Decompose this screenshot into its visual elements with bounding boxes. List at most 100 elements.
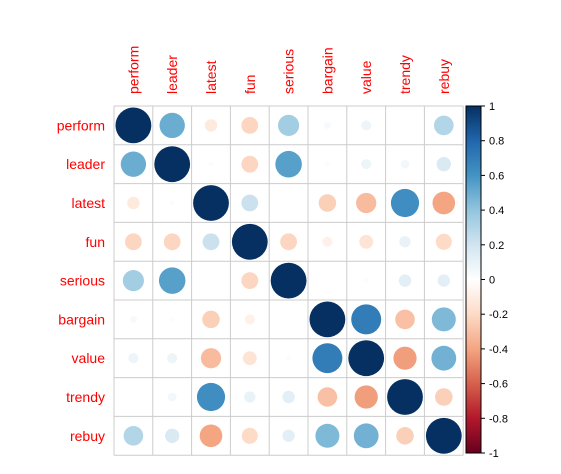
corr-circle-fun-serious xyxy=(280,233,297,251)
corr-circle-rebuy-serious xyxy=(282,429,295,442)
corr-circle-rebuy-fun xyxy=(241,427,258,444)
corr-circle-latest-rebuy xyxy=(432,191,456,215)
corr-circle-value-perform xyxy=(128,353,139,364)
colorbar-tick-label: 0.2 xyxy=(489,240,504,252)
corr-circle-rebuy-perform xyxy=(123,426,144,446)
corr-circle-serious-perform xyxy=(122,270,144,292)
corr-circle-rebuy-leader xyxy=(165,428,180,443)
corr-circle-perform-leader xyxy=(159,112,185,139)
color-legend: 1 0.8 0.6 0.4 0.2 0 -0.2 -0.4 -0.6 -0.8 -1 xyxy=(465,101,508,460)
corr-circle-serious-serious xyxy=(270,262,307,299)
corr-circle-bargain-latest xyxy=(202,310,220,329)
corr-circle-latest-trendy xyxy=(390,188,420,218)
row-label-rebuy: rebuy xyxy=(70,428,105,444)
corr-circle-perform-perform xyxy=(115,107,152,144)
corr-circle-bargain-rebuy xyxy=(431,307,456,332)
colorbar-tick-label: 0.8 xyxy=(489,136,504,148)
corr-circle-rebuy-rebuy xyxy=(425,417,462,454)
corr-circle-trendy-value xyxy=(354,385,378,409)
corr-circle-trendy-latest xyxy=(196,382,226,412)
corr-circle-perform-value xyxy=(361,120,372,131)
col-label-perform: perform xyxy=(125,46,141,94)
corr-circle-value-trendy xyxy=(393,346,417,370)
corr-circle-serious-rebuy xyxy=(437,274,450,287)
corr-circle-value-value xyxy=(348,340,385,377)
corr-circle-leader-trendy xyxy=(400,159,410,169)
corr-circle-serious-trendy xyxy=(398,274,412,287)
corr-circle-fun-bargain xyxy=(322,236,333,247)
corr-circle-bargain-perform xyxy=(129,315,137,323)
row-label-latest: latest xyxy=(72,195,106,211)
corr-circle-perform-latest xyxy=(204,119,218,132)
corr-circle-serious-fun xyxy=(241,272,259,289)
corr-circle-value-fun xyxy=(242,351,257,366)
corr-circle-fun-perform xyxy=(124,233,142,251)
colorbar-tick-label: 0.6 xyxy=(489,170,504,182)
corr-circle-bargain-leader xyxy=(169,316,175,322)
corr-circle-value-bargain xyxy=(312,343,343,374)
row-label-trendy: trendy xyxy=(66,389,105,405)
grid-lines xyxy=(113,105,464,456)
corr-circle-serious-leader xyxy=(158,267,186,294)
corr-circle-value-rebuy xyxy=(431,345,457,371)
variable-labels: perform leader latest fun serious bargain valu… xyxy=(57,46,452,444)
corr-circle-fun-fun xyxy=(231,223,268,260)
corr-circle-leader-latest xyxy=(208,161,214,167)
colorbar-tick-label: -1 xyxy=(489,448,499,460)
colorbar-tick-label: 0.4 xyxy=(489,205,504,217)
col-label-rebuy: rebuy xyxy=(436,59,452,94)
colorbar xyxy=(465,105,482,454)
col-label-trendy: trendy xyxy=(397,55,413,94)
colorbar-tick-label: -0.2 xyxy=(489,309,508,321)
corr-circle-bargain-value xyxy=(351,304,382,335)
corr-circle-latest-perform xyxy=(127,196,140,210)
corr-circle-value-latest xyxy=(200,348,222,369)
corr-circle-fun-value xyxy=(359,234,374,249)
corr-circle-leader-leader xyxy=(154,146,191,183)
row-label-bargain: bargain xyxy=(58,311,105,327)
row-label-perform: perform xyxy=(57,117,105,133)
corr-circle-trendy-bargain xyxy=(317,387,338,407)
corr-circle-fun-leader xyxy=(163,233,181,251)
corr-circle-trendy-fun xyxy=(244,391,256,403)
col-label-value: value xyxy=(358,60,374,94)
corr-circle-latest-bargain xyxy=(318,194,337,212)
colorbar-tick-label: 0 xyxy=(489,275,495,287)
corr-circle-rebuy-value xyxy=(353,423,379,449)
row-label-fun: fun xyxy=(86,234,105,250)
corr-circle-fun-latest xyxy=(202,233,220,251)
corr-circle-perform-rebuy xyxy=(434,115,454,136)
corr-circle-bargain-bargain xyxy=(309,301,346,338)
row-label-leader: leader xyxy=(66,156,105,172)
corr-circle-rebuy-trendy xyxy=(396,427,414,445)
corr-circle-latest-value xyxy=(356,192,377,214)
col-label-bargain: bargain xyxy=(319,47,335,94)
colorbar-tick-label: -0.4 xyxy=(489,344,508,356)
corr-circle-perform-fun xyxy=(241,117,259,134)
corr-circle-rebuy-latest xyxy=(199,424,223,448)
corr-circle-leader-serious xyxy=(275,150,302,178)
corr-circle-serious-value xyxy=(363,278,369,284)
corr-circle-leader-rebuy xyxy=(436,157,451,172)
correlation-circles xyxy=(115,107,462,454)
row-label-value: value xyxy=(72,350,106,366)
corr-circle-bargain-fun xyxy=(244,314,255,325)
col-label-serious: serious xyxy=(281,49,297,94)
corr-circle-leader-perform xyxy=(120,151,147,177)
corr-circle-trendy-serious xyxy=(282,390,295,404)
corr-circle-fun-rebuy xyxy=(435,233,452,250)
corr-circle-trendy-trendy xyxy=(387,379,423,415)
corr-circle-leader-fun xyxy=(241,155,259,173)
col-label-leader: leader xyxy=(164,55,180,94)
col-label-latest: latest xyxy=(203,60,219,94)
colorbar-tick-label: -0.8 xyxy=(489,413,508,425)
row-label-serious: serious xyxy=(60,273,105,289)
corr-circle-bargain-trendy xyxy=(395,309,415,330)
colorbar-tick-label: 1 xyxy=(489,101,495,113)
corr-circle-leader-value xyxy=(361,159,372,170)
corr-circle-value-leader xyxy=(167,353,178,364)
corr-circle-trendy-leader xyxy=(167,392,177,402)
corr-circle-perform-bargain xyxy=(323,121,331,129)
corr-circle-latest-latest xyxy=(193,185,229,221)
